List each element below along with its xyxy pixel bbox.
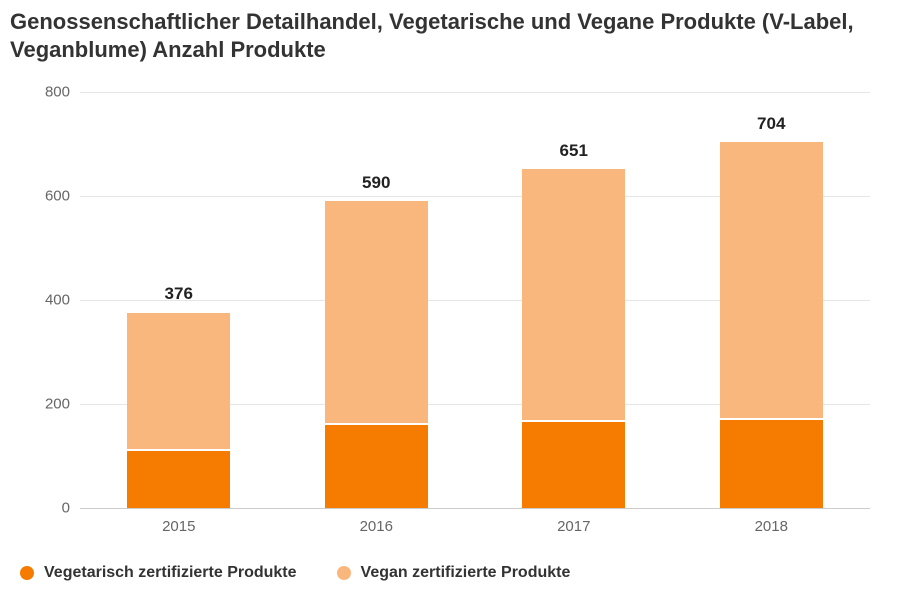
legend-item-vegan: Vegan zertifizierte Produkte — [337, 564, 571, 582]
y-tick-label: 800 — [10, 84, 70, 101]
x-tick-label: 2016 — [316, 518, 436, 535]
bar-segment-vegetarian — [522, 422, 625, 508]
x-tick-label: 2018 — [711, 518, 831, 535]
bar-segment-vegan — [720, 142, 823, 420]
legend-label-vegetarian: Vegetarisch zertifizierte Produkte — [44, 564, 297, 582]
x-tick-label: 2017 — [514, 518, 634, 535]
y-tick-label: 600 — [10, 188, 70, 205]
bar-segment-vegetarian — [325, 425, 428, 508]
y-tick-label: 400 — [10, 292, 70, 309]
x-tick-label: 2015 — [119, 518, 239, 535]
bar-segment-vegan — [127, 313, 230, 451]
legend: Vegetarisch zertifizierte Produkte Vegan… — [20, 564, 570, 582]
bar-segment-vegetarian — [127, 451, 230, 508]
bar-total-label: 704 — [689, 114, 853, 134]
legend-item-vegetarian: Vegetarisch zertifizierte Produkte — [20, 564, 297, 582]
legend-swatch-vegan — [337, 566, 351, 580]
legend-swatch-vegetarian — [20, 566, 34, 580]
x-axis-line — [80, 508, 870, 509]
bar-total-label: 590 — [294, 173, 458, 193]
legend-label-vegan: Vegan zertifizierte Produkte — [361, 564, 571, 582]
bar-total-label: 651 — [492, 141, 656, 161]
gridline — [80, 92, 870, 93]
chart-title: Genossenschaftlicher Detailhandel, Veget… — [10, 8, 870, 63]
bar-segment-vegan — [325, 201, 428, 425]
chart-container: Genossenschaftlicher Detailhandel, Veget… — [0, 0, 900, 600]
y-tick-label: 200 — [10, 396, 70, 413]
bar-segment-vegan — [522, 169, 625, 422]
bar-segment-vegetarian — [720, 420, 823, 508]
bar-total-label: 376 — [97, 284, 261, 304]
plot-area: 376 590 651 704 — [80, 92, 870, 508]
y-tick-label: 0 — [10, 500, 70, 517]
